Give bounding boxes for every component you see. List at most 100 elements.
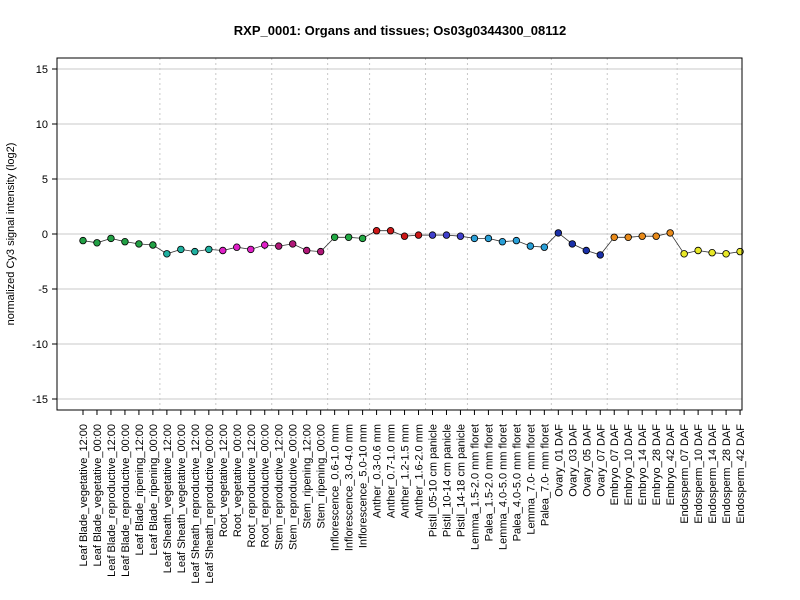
- data-point: [191, 247, 199, 256]
- x-tick-label: Inflorescence_5.0-10 mm: [358, 424, 370, 548]
- x-tick-label: Lemma_1.5-2.0 mm floret: [469, 424, 481, 550]
- data-point: [624, 233, 632, 241]
- x-tick-label: Inflorescence_0.6-1.0 mm: [330, 424, 342, 551]
- x-tick-label: Leaf Blade_reproductive_00:00: [120, 424, 132, 577]
- x-tick-label: Stem_reproductive_12:00: [274, 424, 286, 550]
- x-tick-label: Endosperm_28 DAF: [721, 424, 733, 524]
- data-point: [484, 234, 493, 243]
- x-tick-label: Palea_4.0-5.0 mm floret: [511, 424, 523, 541]
- x-tick-label: Ovary_03 DAF: [567, 424, 579, 497]
- x-tick-label: Leaf Blade_ripening_12:00: [134, 424, 146, 556]
- x-tick-label: Endosperm_07 DAF: [679, 424, 691, 524]
- x-tick-label: Palea_1.5-2.0 mm floret: [483, 424, 495, 541]
- data-point: [526, 242, 535, 250]
- x-tick-label: Anther_0.3-0.6 mm: [372, 424, 384, 518]
- x-tick-label: Leaf Sheath_reproductive_12:00: [190, 424, 202, 584]
- x-tick-label: Embryo_14 DAF: [637, 424, 649, 506]
- data-point: [358, 234, 367, 243]
- data-point: [93, 239, 101, 247]
- data-point: [498, 237, 507, 246]
- y-axis: -15 -10 -5 0 5 10 15: [32, 64, 57, 406]
- data-point: [330, 233, 339, 241]
- chart-title: RXP_0001: Organs and tissues; Os03g03443…: [234, 23, 566, 38]
- y-tick-label: 0: [42, 229, 48, 241]
- x-tick-label: Ovary_05 DAF: [581, 424, 593, 497]
- data-point: [79, 236, 87, 245]
- data-point: [540, 243, 549, 251]
- data-point: [638, 232, 646, 240]
- grid: [57, 58, 742, 410]
- x-tick-label: Palea_7.0- mm floret: [539, 424, 551, 526]
- data-point: [400, 232, 409, 240]
- x-tick-label: Pistil_14-18 cm panicle: [455, 424, 467, 537]
- x-tick-label: Lemma_4.0-5.0 mm floret: [497, 424, 509, 550]
- x-tick-label: Ovary_01 DAF: [553, 424, 565, 497]
- x-tick-label: Embryo_28 DAF: [651, 424, 663, 506]
- data-point: [442, 231, 451, 239]
- data-point: [722, 250, 730, 258]
- x-tick-label: Anther_1.6-2.0 mm: [414, 424, 426, 518]
- x-tick-label: Root_vegetative_12:00: [218, 424, 230, 537]
- y-tick-label: 5: [42, 174, 48, 186]
- x-tick-label: Leaf Blade_ripening_00:00: [148, 424, 160, 556]
- data-point: [289, 240, 297, 248]
- x-tick-label: Leaf Sheath_vegetative_12:00: [162, 424, 174, 573]
- data-point: [428, 231, 437, 239]
- x-tick-label: Leaf Blade_vegetative_00:00: [92, 424, 104, 567]
- data-point: [386, 226, 395, 235]
- x-tick-label: Anther_1.2-1.5 mm: [400, 424, 412, 518]
- x-tick-label: Root_reproductive_12:00: [246, 424, 258, 548]
- x-tick-label: Embryo_10 DAF: [623, 424, 635, 506]
- y-tick-label: 15: [36, 64, 48, 76]
- x-tick-label: Pistil_05-10 cm panicle: [428, 424, 440, 537]
- data-points: [79, 226, 744, 259]
- x-tick-label: Endosperm_10 DAF: [693, 424, 705, 524]
- y-tick-label: -15: [32, 394, 48, 406]
- y-tick-label: 10: [36, 119, 48, 131]
- x-tick-label: Anther_0.7-1.0 mm: [386, 424, 398, 518]
- x-tick-label: Inflorescence_3.0-4.0 mm: [344, 424, 356, 551]
- x-tick-label: Embryo_42 DAF: [665, 424, 677, 506]
- x-axis: Leaf Blade_vegetative_12:00 Leaf Blade_ve…: [78, 410, 747, 584]
- x-tick-label: Leaf Blade_vegetative_12:00: [78, 424, 90, 567]
- x-tick-label: Stem_ripening_12:00: [302, 424, 314, 529]
- data-point: [163, 250, 171, 258]
- data-point: [149, 241, 157, 249]
- data-point: [205, 245, 213, 254]
- x-tick-label: Embryo_07 DAF: [609, 424, 621, 506]
- data-point: [554, 229, 563, 237]
- data-point: [610, 233, 618, 241]
- data-point: [582, 246, 590, 255]
- data-point: [135, 240, 143, 248]
- y-axis-label: normalized Cy3 signal intensity (log2): [5, 143, 17, 326]
- data-point: [261, 241, 269, 249]
- x-tick-label: Root_reproductive_00:00: [260, 424, 272, 548]
- data-point: [680, 250, 688, 258]
- x-tick-label: Leaf Sheath_vegetative_00:00: [176, 424, 188, 573]
- data-point: [316, 247, 325, 256]
- x-tick-label: Pistil_10-14 cm panicle: [441, 424, 453, 537]
- x-tick-label: Endosperm_14 DAF: [707, 424, 719, 524]
- data-point: [344, 233, 353, 241]
- data-point: [177, 245, 185, 254]
- data-point: [107, 234, 115, 243]
- data-point: [694, 246, 702, 255]
- data-point: [414, 231, 423, 239]
- data-point: [708, 248, 716, 257]
- data-point: [121, 237, 129, 246]
- x-tick-label: Root_vegetative_00:00: [232, 424, 244, 537]
- data-point: [512, 236, 521, 245]
- y-tick-label: -10: [32, 339, 48, 351]
- data-point: [219, 246, 227, 255]
- data-point: [275, 242, 283, 250]
- data-point: [372, 226, 381, 235]
- y-tick-label: -5: [38, 284, 48, 296]
- data-point: [456, 232, 465, 240]
- data-point: [247, 245, 255, 254]
- data-point: [470, 234, 479, 243]
- x-tick-label: Leaf Blade_reproductive_12:00: [106, 424, 118, 577]
- x-tick-label: Ovary_07 DAF: [595, 424, 607, 497]
- data-point: [233, 243, 241, 251]
- data-point: [302, 246, 311, 255]
